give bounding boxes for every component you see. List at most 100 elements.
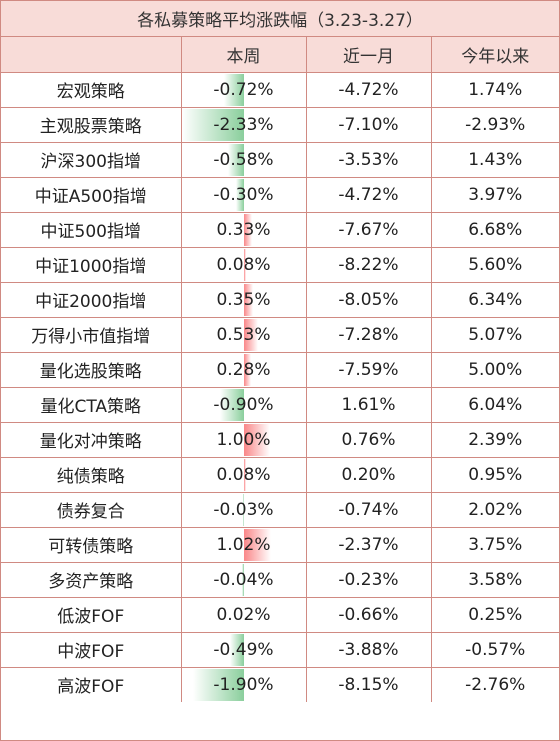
strategy-name: 主观股票策略 (1, 106, 182, 143)
month-change-value: -3.88% (305, 631, 432, 668)
negative-data-bar (182, 108, 244, 141)
header-strategy (1, 37, 182, 73)
week-change-value: -0.90% (213, 394, 274, 415)
table-row: 量化选股策略 0.28% -7.59% 5.00% (1, 351, 559, 388)
table-row: 中证2000指增 0.35% -8.05% 6.34% (1, 281, 559, 318)
strategy-name: 纯债策略 (1, 456, 182, 493)
week-change-cell: -1.90% (180, 666, 307, 702)
table-row: 多资产策略 -0.04% -0.23% 3.58% (1, 561, 559, 598)
ytd-change-value: 5.07% (430, 316, 559, 353)
month-change-value: -8.22% (305, 246, 432, 283)
ytd-change-value: 0.95% (430, 456, 559, 493)
positive-data-bar (243, 353, 251, 386)
header-month: 近一月 (305, 37, 432, 73)
strategy-name: 债券复合 (1, 491, 182, 528)
positive-data-bar (243, 318, 258, 351)
week-change-value: 0.33% (216, 219, 271, 240)
ytd-change-value: 3.58% (430, 561, 559, 598)
table-row: 中证500指增 0.33% -7.67% 6.68% (1, 211, 559, 248)
negative-data-bar (219, 388, 244, 421)
table-row: 宏观策略 -0.72% -4.72% 1.74% (1, 71, 559, 108)
negative-data-bar (242, 493, 244, 526)
strategy-returns-table: 本周 近一月 今年以来 宏观策略 -0.72% -4.72% 1.74% 主观股票策略 -… (1, 37, 559, 702)
week-change-cell: -0.58% (180, 141, 307, 178)
table-row: 中证1000指增 0.08% -8.22% 5.60% (1, 246, 559, 283)
month-change-value: -7.10% (305, 106, 432, 143)
table-row: 沪深300指增 -0.58% -3.53% 1.43% (1, 141, 559, 178)
week-change-value: -0.72% (213, 79, 274, 100)
table-row: 中波FOF -0.49% -3.88% -0.57% (1, 631, 559, 668)
strategy-name: 量化对冲策略 (1, 421, 182, 458)
month-change-value: -4.72% (305, 71, 432, 108)
week-change-cell: -0.49% (180, 631, 307, 668)
week-change-cell: 1.00% (180, 421, 307, 458)
week-change-value: -0.30% (213, 184, 274, 205)
ytd-change-value: 0.25% (430, 596, 559, 633)
month-change-value: -7.59% (305, 351, 432, 388)
negative-data-bar (224, 73, 244, 106)
header-row: 本周 近一月 今年以来 (1, 37, 559, 73)
header-ytd: 今年以来 (430, 37, 559, 73)
ytd-change-value: 5.00% (430, 351, 559, 388)
ytd-change-value: -2.76% (430, 666, 559, 702)
week-change-value: -0.04% (213, 569, 274, 590)
week-change-cell: -0.90% (180, 386, 307, 423)
week-change-cell: 1.02% (180, 526, 307, 563)
month-change-value: -8.05% (305, 281, 432, 318)
ytd-change-value: 2.02% (430, 491, 559, 528)
month-change-value: 0.76% (305, 421, 432, 458)
strategy-name: 多资产策略 (1, 561, 182, 598)
table-row: 高波FOF -1.90% -8.15% -2.76% (1, 666, 559, 702)
week-change-value: -2.33% (213, 114, 274, 135)
week-change-value: 0.08% (216, 254, 271, 275)
week-change-cell: 0.08% (180, 246, 307, 283)
ytd-change-value: -2.93% (430, 106, 559, 143)
table-row: 主观股票策略 -2.33% -7.10% -2.93% (1, 106, 559, 143)
week-change-cell: 0.02% (180, 596, 307, 633)
ytd-change-value: 6.68% (430, 211, 559, 248)
week-change-cell: -0.72% (180, 71, 307, 108)
month-change-value: -0.23% (305, 561, 432, 598)
month-change-value: -4.72% (305, 176, 432, 213)
week-change-value: -1.90% (213, 674, 274, 695)
negative-data-bar (230, 633, 244, 666)
positive-data-bar (243, 458, 246, 491)
table-row: 低波FOF 0.02% -0.66% 0.25% (1, 596, 559, 633)
header-week: 本周 (180, 37, 307, 73)
week-change-cell: -0.04% (180, 561, 307, 598)
table-row: 中证A500指增 -0.30% -4.72% 3.97% (1, 176, 559, 213)
week-change-cell: -2.33% (180, 106, 307, 143)
week-change-value: 0.35% (216, 289, 271, 310)
ytd-change-value: 1.43% (430, 141, 559, 178)
ytd-change-value: 3.75% (430, 526, 559, 563)
month-change-value: -0.74% (305, 491, 432, 528)
ytd-change-value: 6.04% (430, 386, 559, 423)
strategy-name: 量化选股策略 (1, 351, 182, 388)
strategy-name: 中证2000指增 (1, 281, 182, 318)
week-change-value: 0.02% (216, 604, 271, 625)
negative-data-bar (228, 143, 244, 176)
month-change-value: -8.15% (305, 666, 432, 702)
ytd-change-value: 6.34% (430, 281, 559, 318)
month-change-value: 0.20% (305, 456, 432, 493)
table-row: 量化CTA策略 -0.90% 1.61% 6.04% (1, 386, 559, 423)
week-change-value: 0.53% (216, 324, 271, 345)
week-change-cell: 0.33% (180, 211, 307, 248)
ytd-change-value: 3.97% (430, 176, 559, 213)
positive-data-bar (243, 283, 253, 316)
strategy-name: 宏观策略 (1, 71, 182, 108)
month-change-value: -2.37% (305, 526, 432, 563)
week-change-value: -0.03% (213, 499, 274, 520)
negative-data-bar (192, 668, 244, 701)
strategy-name: 沪深300指增 (1, 141, 182, 178)
week-change-cell: -0.30% (180, 176, 307, 213)
positive-data-bar (243, 423, 271, 456)
table-row: 万得小市值指增 0.53% -7.28% 5.07% (1, 316, 559, 353)
positive-data-bar (243, 528, 271, 561)
strategy-name: 可转债策略 (1, 526, 182, 563)
week-change-cell: 0.08% (180, 456, 307, 493)
month-change-value: -0.66% (305, 596, 432, 633)
strategy-name: 中证500指增 (1, 211, 182, 248)
positive-data-bar (243, 598, 245, 631)
